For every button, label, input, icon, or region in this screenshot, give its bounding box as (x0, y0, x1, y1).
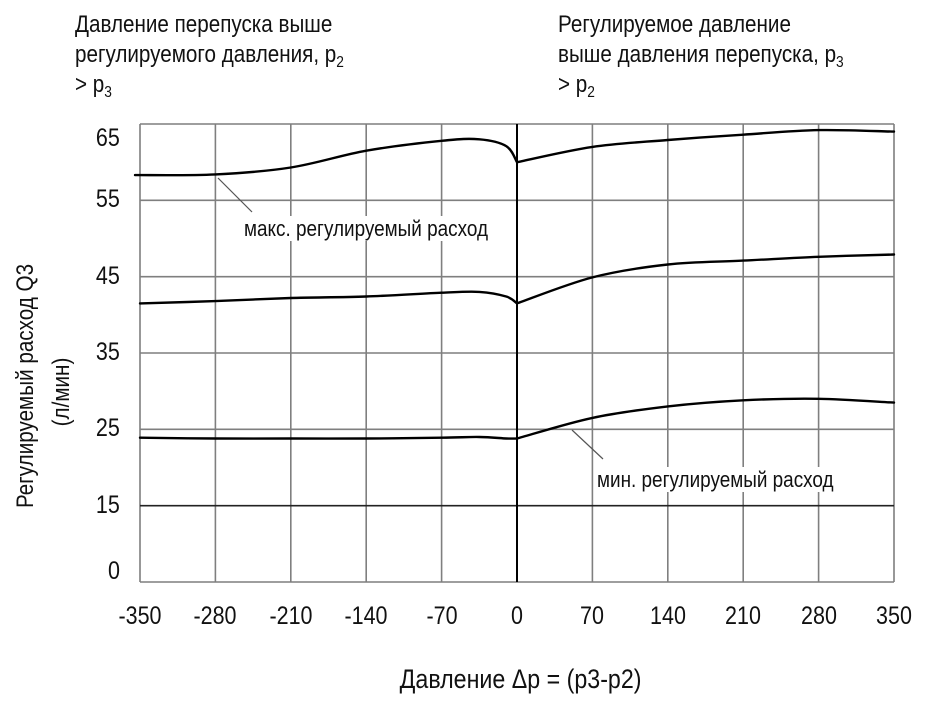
curves (133, 128, 896, 440)
left-region-note: Давление перепуска выше регулируемого да… (75, 10, 344, 101)
min-flow-curve (138, 397, 896, 440)
max-flow-annotation: макс. регулируемый расход (244, 214, 489, 244)
max-flow-curve (133, 128, 896, 177)
x-tick-label: 70 (580, 602, 605, 630)
left-note-line3: > p3 (75, 70, 344, 101)
x-axis-label: Давление Δp = (p3-p2) (0, 664, 926, 695)
x-tick-label: 280 (800, 602, 837, 630)
right-note-line3-sub: 2 (587, 84, 595, 101)
y-tick-label: 65 (96, 124, 120, 152)
y-tick-label: 0 (108, 557, 120, 585)
max-flow-annotation-text: макс. регулируемый расход (244, 216, 489, 241)
y-tick-label: 25 (96, 414, 120, 443)
min-flow-annotation-text: мин. регулируемый расход (597, 467, 834, 492)
left-note-line1: Давление перепуска выше (75, 11, 333, 38)
y-axis-label-line1: Регулируемый расход Q3 (12, 263, 39, 509)
y-tick-label: 55 (96, 185, 120, 214)
y-tick-label: 35 (96, 338, 120, 366)
right-note-line3-text: > p (558, 71, 588, 98)
x-tick-label: 350 (876, 602, 912, 630)
x-tick-label: -140 (344, 602, 388, 630)
x-tick-label: 210 (725, 602, 762, 630)
left-note-line2-sub: 2 (336, 54, 344, 71)
right-region-note: Регулируемое давление выше давления пере… (558, 10, 844, 101)
x-tick-label: -210 (269, 602, 313, 630)
y-tick-label: 15 (96, 490, 120, 519)
right-note-line2-text: выше давления перепуска, p (558, 41, 837, 68)
left-note-line3-sub: 3 (104, 84, 112, 101)
x-tick-label: -70 (426, 602, 458, 630)
left-note-line2-text: регулируемого давления, p (75, 41, 337, 68)
min-annotation-leader (571, 429, 604, 460)
right-note-line2: выше давления перепуска, p3 (558, 40, 844, 71)
min-flow-annotation: мин. регулируемый расход (597, 465, 834, 495)
right-note-line3: > p2 (558, 70, 844, 101)
left-note-line2: регулируемого давления, p2 (75, 40, 344, 71)
right-note-line2-sub: 3 (836, 54, 844, 71)
x-tick-label: 140 (649, 602, 686, 630)
max-annotation-leader (217, 177, 253, 213)
x-axis-label-text: Давление Δp = (p3-p2) (399, 664, 642, 694)
y-tick-label: 45 (96, 261, 120, 290)
y-axis-label-line2: (л/мин) (48, 357, 75, 427)
left-note-line3-text: > p (75, 71, 105, 98)
x-tick-label: 0 (511, 602, 523, 630)
mid-flow-curve (138, 253, 896, 305)
right-note-line1: Регулируемое давление (558, 11, 791, 38)
x-tick-label: -350 (118, 602, 162, 630)
x-tick-label: -280 (193, 602, 237, 630)
